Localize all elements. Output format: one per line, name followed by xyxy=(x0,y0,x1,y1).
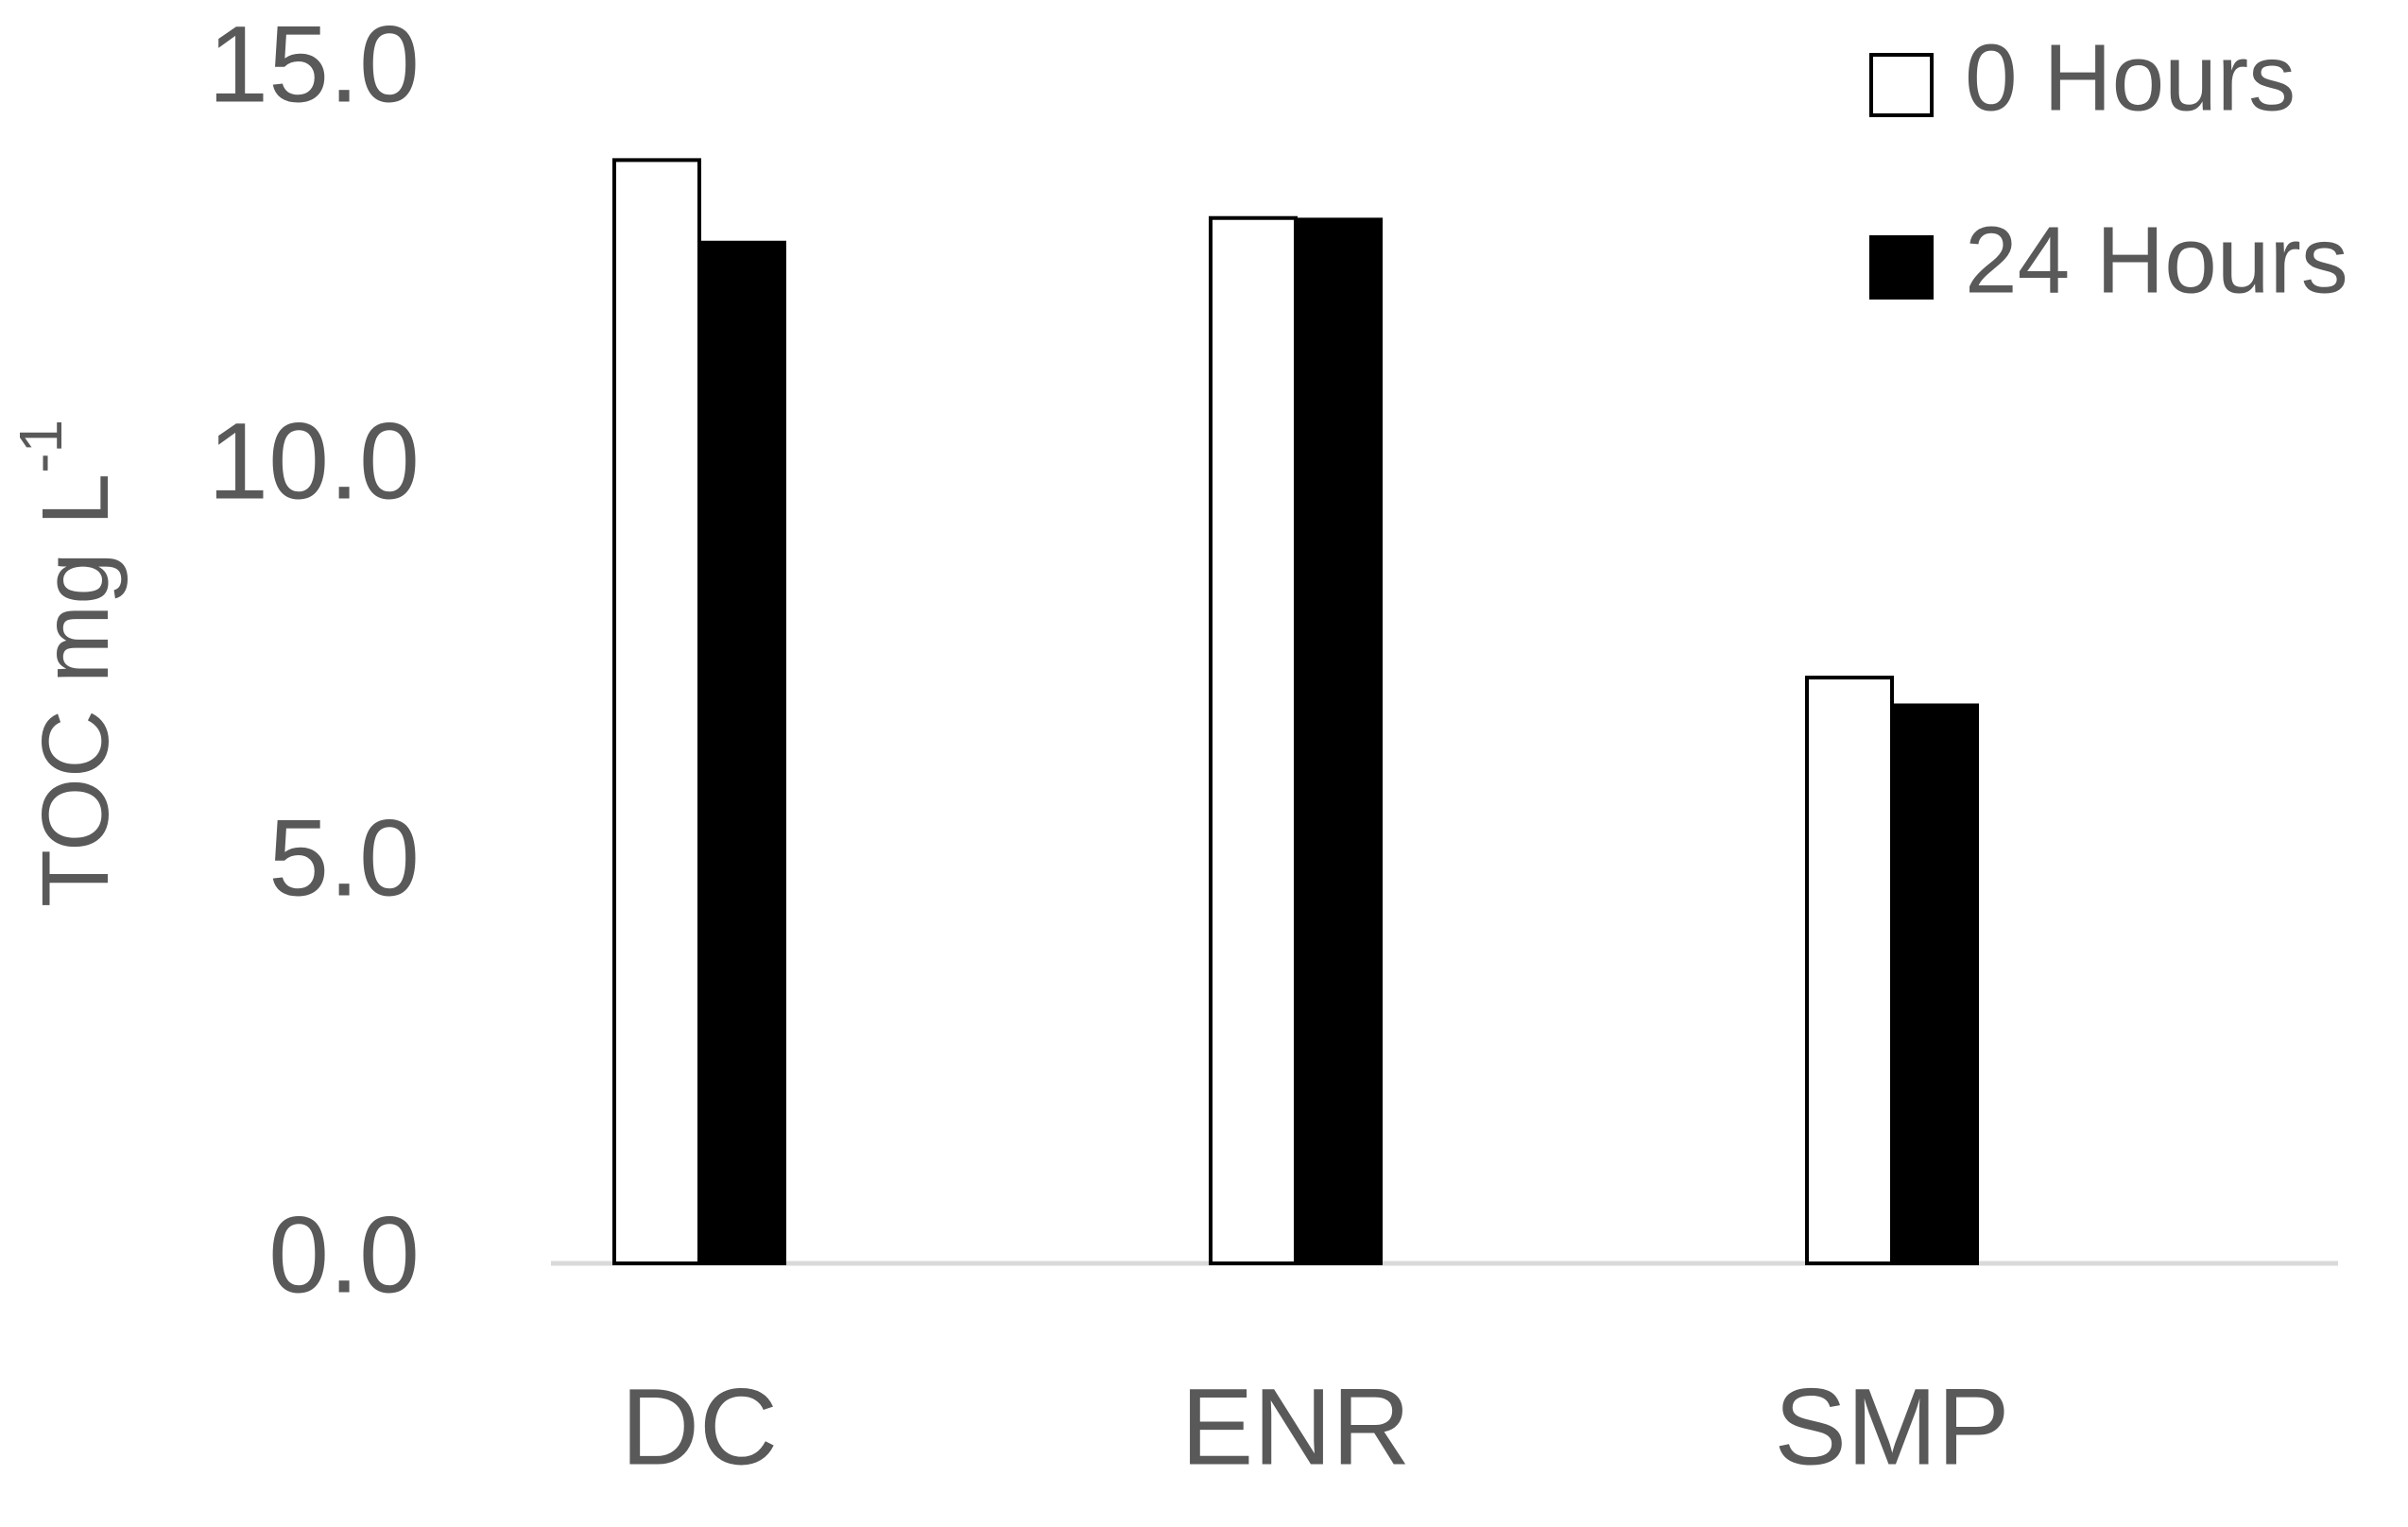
x-tick-label: SMP xyxy=(1774,1366,2009,1487)
bar xyxy=(1209,215,1298,1266)
legend-swatch xyxy=(1869,235,1934,300)
legend-label: 24 Hours xyxy=(1965,207,2348,313)
x-tick-label: DC xyxy=(621,1366,778,1487)
bar xyxy=(1805,676,1894,1265)
bar xyxy=(697,240,786,1265)
y-axis-label-main: TOC mg L xyxy=(23,473,129,907)
y-tick-label: 0.0 xyxy=(268,1194,420,1315)
legend-label: 0 Hours xyxy=(1965,25,2296,130)
legend-swatch xyxy=(1869,53,1934,117)
y-axis-label: TOC mg L-1 xyxy=(7,420,129,907)
x-tick-label: ENR xyxy=(1181,1366,1411,1487)
y-tick-label: 5.0 xyxy=(268,798,420,918)
bar xyxy=(1294,217,1383,1265)
y-tick-label: 15.0 xyxy=(208,4,420,125)
bar xyxy=(1890,703,1979,1265)
bar xyxy=(612,158,701,1265)
y-tick-label: 10.0 xyxy=(208,401,420,522)
y-axis-label-superscript: -1 xyxy=(7,420,75,473)
